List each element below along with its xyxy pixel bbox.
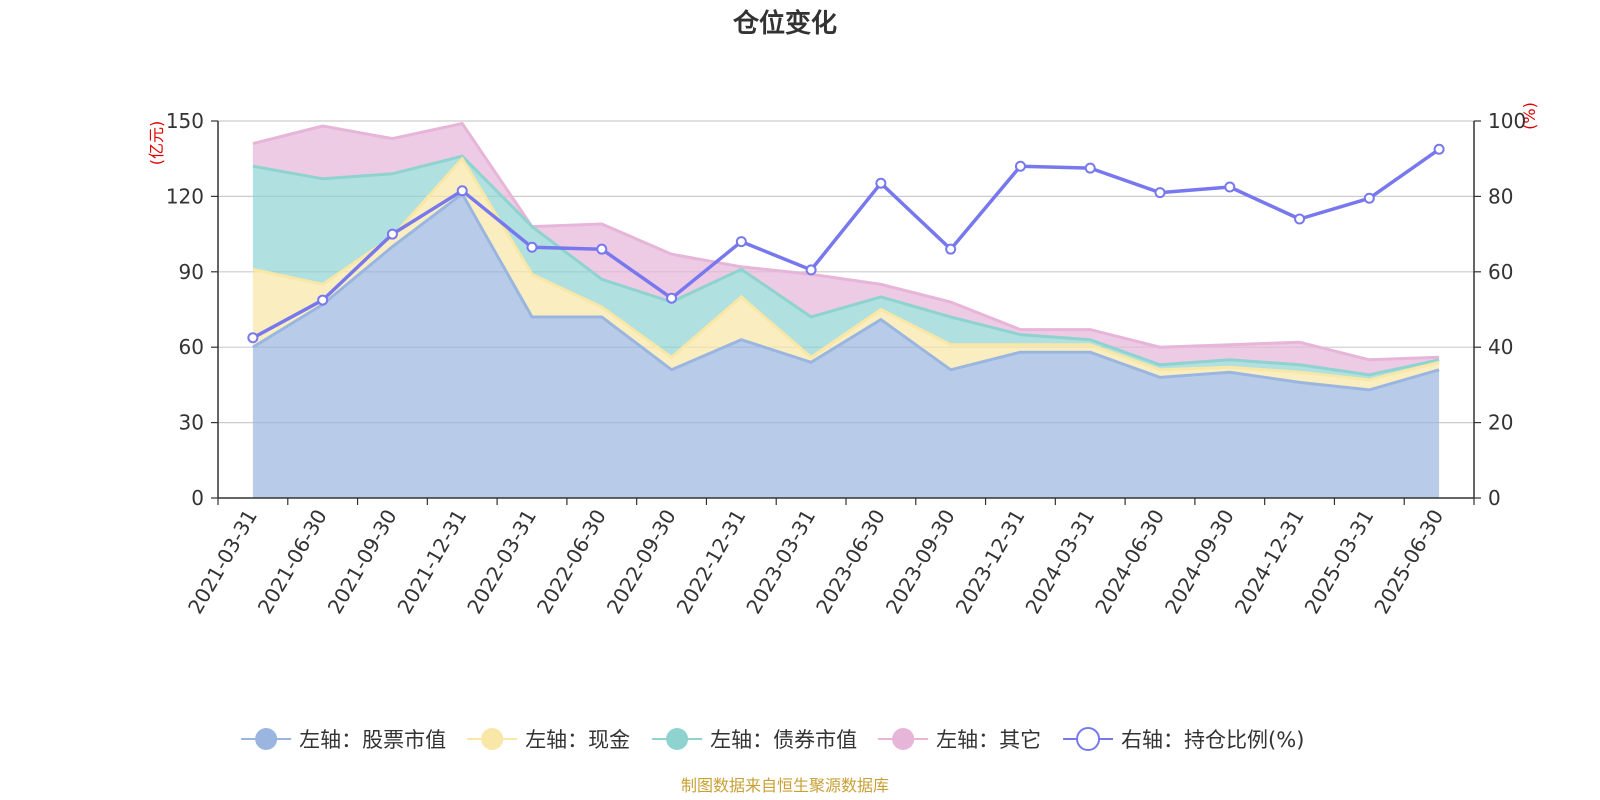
- legend-item-bond: 左轴：债券市值: [652, 728, 857, 752]
- left-tick-label: 150: [166, 109, 204, 133]
- x-tick-label: 2022-12-31: [672, 505, 751, 618]
- ratio-point: [1014, 160, 1026, 172]
- area-edge-bond: [252, 154, 1440, 377]
- legend-label: 左轴：股票市值: [299, 728, 446, 752]
- x-tick-label: 2022-03-31: [462, 505, 541, 618]
- legend-label: 左轴：现金: [525, 728, 630, 752]
- x-tick-label: 2025-03-31: [1300, 505, 1379, 618]
- x-tick-label: 2024-03-31: [1020, 505, 1099, 618]
- right-tick-label: 40: [1488, 335, 1513, 359]
- ratio-point: [805, 264, 817, 276]
- x-tick-label: 2024-09-30: [1160, 505, 1239, 618]
- legend-marker: [255, 728, 278, 750]
- area-edge-cash: [252, 156, 1440, 382]
- left-axis-unit: (亿元): [147, 121, 166, 166]
- x-tick-label: 2021-09-30: [323, 505, 402, 618]
- ratio-point: [1154, 187, 1166, 199]
- legend-marker: [666, 728, 689, 750]
- x-tick-label: 2024-06-30: [1090, 505, 1169, 618]
- x-tick-label: 2022-06-30: [532, 505, 611, 618]
- x-tick-label: 2023-09-30: [881, 505, 960, 618]
- area-edge-stock: [252, 191, 1440, 392]
- left-tick-label: 60: [179, 335, 204, 359]
- ratio-point: [1084, 162, 1096, 174]
- ratio-point: [456, 185, 468, 197]
- legend-label: 左轴：债券市值: [710, 728, 857, 752]
- right-tick-label: 100: [1488, 109, 1526, 133]
- ratio-point: [317, 294, 329, 306]
- x-tick-label: 2023-03-31: [741, 505, 820, 618]
- x-tick-label: 2021-06-30: [253, 505, 332, 618]
- x-tick-label: 2021-12-31: [392, 505, 471, 618]
- left-tick-label: 120: [166, 184, 204, 208]
- ratio-point: [666, 292, 678, 304]
- area-edge-other: [252, 121, 1440, 362]
- left-tick-label: 30: [179, 411, 204, 435]
- legend-item-other: 左轴：其它: [878, 728, 1041, 752]
- legend-label: 左轴：其它: [936, 728, 1041, 752]
- right-tick-label: 20: [1488, 411, 1513, 435]
- ratio-point: [1294, 213, 1306, 225]
- chart-title: 仓位变化: [732, 8, 837, 39]
- ratio-point: [526, 241, 538, 253]
- stacked-areas: [252, 121, 1440, 498]
- legend-item-stock: 左轴：股票市值: [241, 728, 446, 752]
- legend-marker: [892, 728, 915, 750]
- right-tick-label: 60: [1488, 260, 1513, 284]
- right-axis-unit: (%): [1520, 102, 1539, 130]
- x-tick-label: 2024-12-31: [1230, 505, 1309, 618]
- ratio-point: [735, 236, 747, 248]
- area-bond: [252, 156, 1440, 380]
- ratio-point: [875, 177, 887, 189]
- legend-item-ratio: 右轴：持仓比例(%): [1063, 727, 1304, 752]
- legend-label: 右轴：持仓比例(%): [1121, 728, 1304, 752]
- left-tick-label: 90: [179, 260, 204, 284]
- legend: 左轴：股票市值 左轴：现金 左轴：债券市值 左轴：其它 右轴：持仓比例(%): [241, 727, 1304, 752]
- ratio-point: [1433, 143, 1445, 155]
- area-stock: [252, 193, 1440, 498]
- right-tick-label: 0: [1488, 486, 1501, 510]
- x-tick-label: 2025-06-30: [1369, 505, 1448, 618]
- x-tick-label: 2023-12-31: [951, 505, 1030, 618]
- ratio-point: [386, 228, 398, 240]
- legend-marker: [1076, 727, 1101, 751]
- legend-item-cash: 左轴：现金: [467, 728, 630, 752]
- ratio-line-path: [252, 147, 1441, 340]
- legend-marker: [481, 728, 504, 750]
- ratio-line: [247, 143, 1445, 344]
- ratio-point: [596, 243, 608, 255]
- data-source-note: 制图数据来自恒生聚源数据库: [681, 776, 889, 795]
- ratio-point: [945, 243, 957, 255]
- right-tick-label: 80: [1488, 184, 1513, 208]
- x-tick-label: 2022-09-30: [602, 505, 681, 618]
- ratio-point: [1363, 192, 1375, 204]
- area-other: [252, 123, 1440, 375]
- left-tick-label: 0: [191, 486, 204, 510]
- x-tick-label: 2023-06-30: [811, 505, 890, 618]
- ratio-point: [1224, 181, 1236, 193]
- x-tick-label: 2021-03-31: [183, 505, 262, 618]
- ratio-point: [247, 332, 259, 344]
